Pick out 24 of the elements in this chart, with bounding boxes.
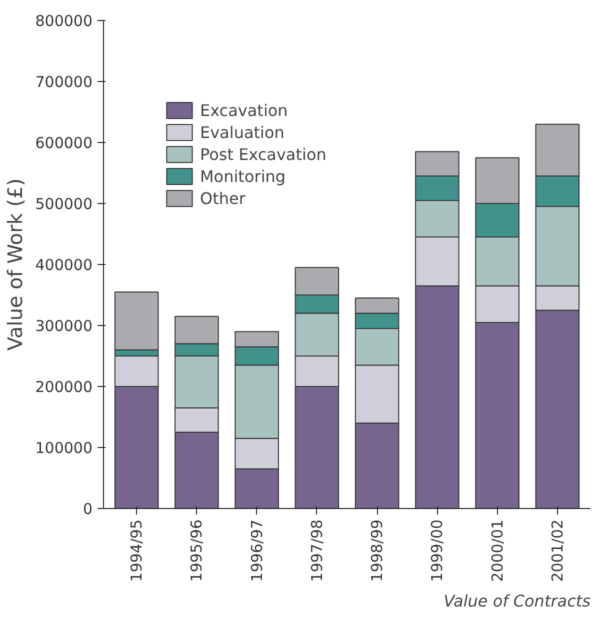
y-axis-title: Value of Work (£) bbox=[3, 178, 28, 351]
x-tick-label: 1999/00 bbox=[428, 519, 446, 582]
y-tick-label: 700000 bbox=[35, 73, 93, 91]
legend-label: Excavation bbox=[200, 100, 288, 120]
y-tick-label: 0 bbox=[82, 500, 93, 518]
x-tick-label: 2001/02 bbox=[548, 519, 566, 582]
y-tick-label: 200000 bbox=[35, 378, 93, 396]
y-tick-label: 300000 bbox=[35, 317, 93, 335]
x-tick-label: 1997/98 bbox=[308, 519, 326, 582]
x-tick-label: 1998/99 bbox=[368, 519, 386, 582]
legend-label: Monitoring bbox=[200, 166, 286, 186]
legend-label: Evaluation bbox=[200, 122, 284, 142]
x-tick-label: 1994/95 bbox=[128, 519, 146, 582]
y-tick-label: 500000 bbox=[35, 195, 93, 213]
y-tick-label: 800000 bbox=[35, 12, 93, 30]
y-tick-label: 600000 bbox=[35, 134, 93, 152]
x-tick-label: 2000/01 bbox=[488, 519, 506, 582]
y-tick-label: 400000 bbox=[35, 256, 93, 274]
x-tick-label: 1995/96 bbox=[188, 519, 206, 582]
y-tick-label: 100000 bbox=[35, 439, 93, 457]
legend-label: Other bbox=[200, 188, 246, 208]
text: Value of Contracts bbox=[444, 592, 591, 610]
x-tick-label: 1996/97 bbox=[248, 519, 266, 582]
legend-label: Post Excavation bbox=[200, 144, 326, 164]
